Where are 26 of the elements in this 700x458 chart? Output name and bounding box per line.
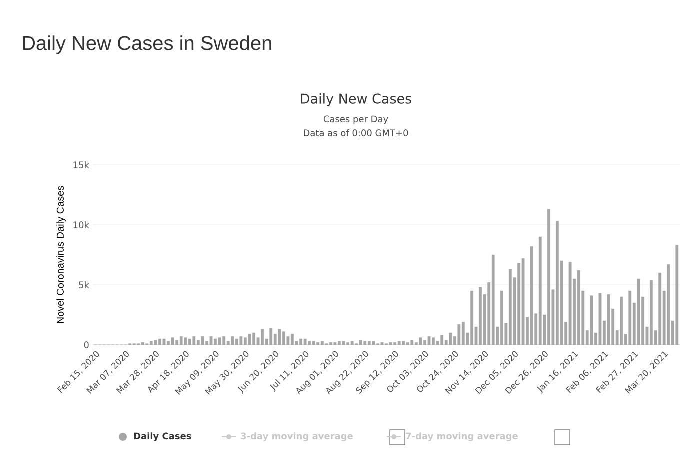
bar bbox=[342, 341, 346, 346]
y-axis-title: Novel Coronavirus Daily Cases bbox=[56, 186, 66, 324]
legend-label: Daily Cases bbox=[134, 432, 192, 442]
y-tick-label: 0 bbox=[84, 342, 89, 348]
chart-subtitle: Daily New Cases bbox=[301, 93, 412, 107]
bar bbox=[607, 294, 610, 346]
y-tick-label: 15k bbox=[74, 162, 90, 168]
bar bbox=[210, 336, 213, 346]
text: Cases per Day bbox=[324, 116, 388, 124]
bar bbox=[304, 338, 307, 346]
bar bbox=[334, 342, 337, 346]
chart-title: Daily New Cases in Sweden bbox=[23, 36, 272, 54]
bar bbox=[380, 342, 384, 346]
bar bbox=[522, 258, 525, 346]
bar bbox=[171, 338, 174, 346]
text: 7-day moving average bbox=[406, 432, 518, 442]
bar bbox=[428, 336, 431, 346]
text: Data as of 0:00 GMT+0 bbox=[304, 130, 408, 136]
bar bbox=[389, 342, 392, 346]
bar bbox=[162, 338, 166, 346]
bar bbox=[598, 293, 602, 346]
y-tick-label: 5k bbox=[79, 282, 90, 288]
bar bbox=[201, 336, 204, 346]
bar bbox=[248, 334, 252, 346]
y-tick-label: 10k bbox=[74, 222, 90, 228]
text: 3-day moving average bbox=[241, 432, 353, 442]
